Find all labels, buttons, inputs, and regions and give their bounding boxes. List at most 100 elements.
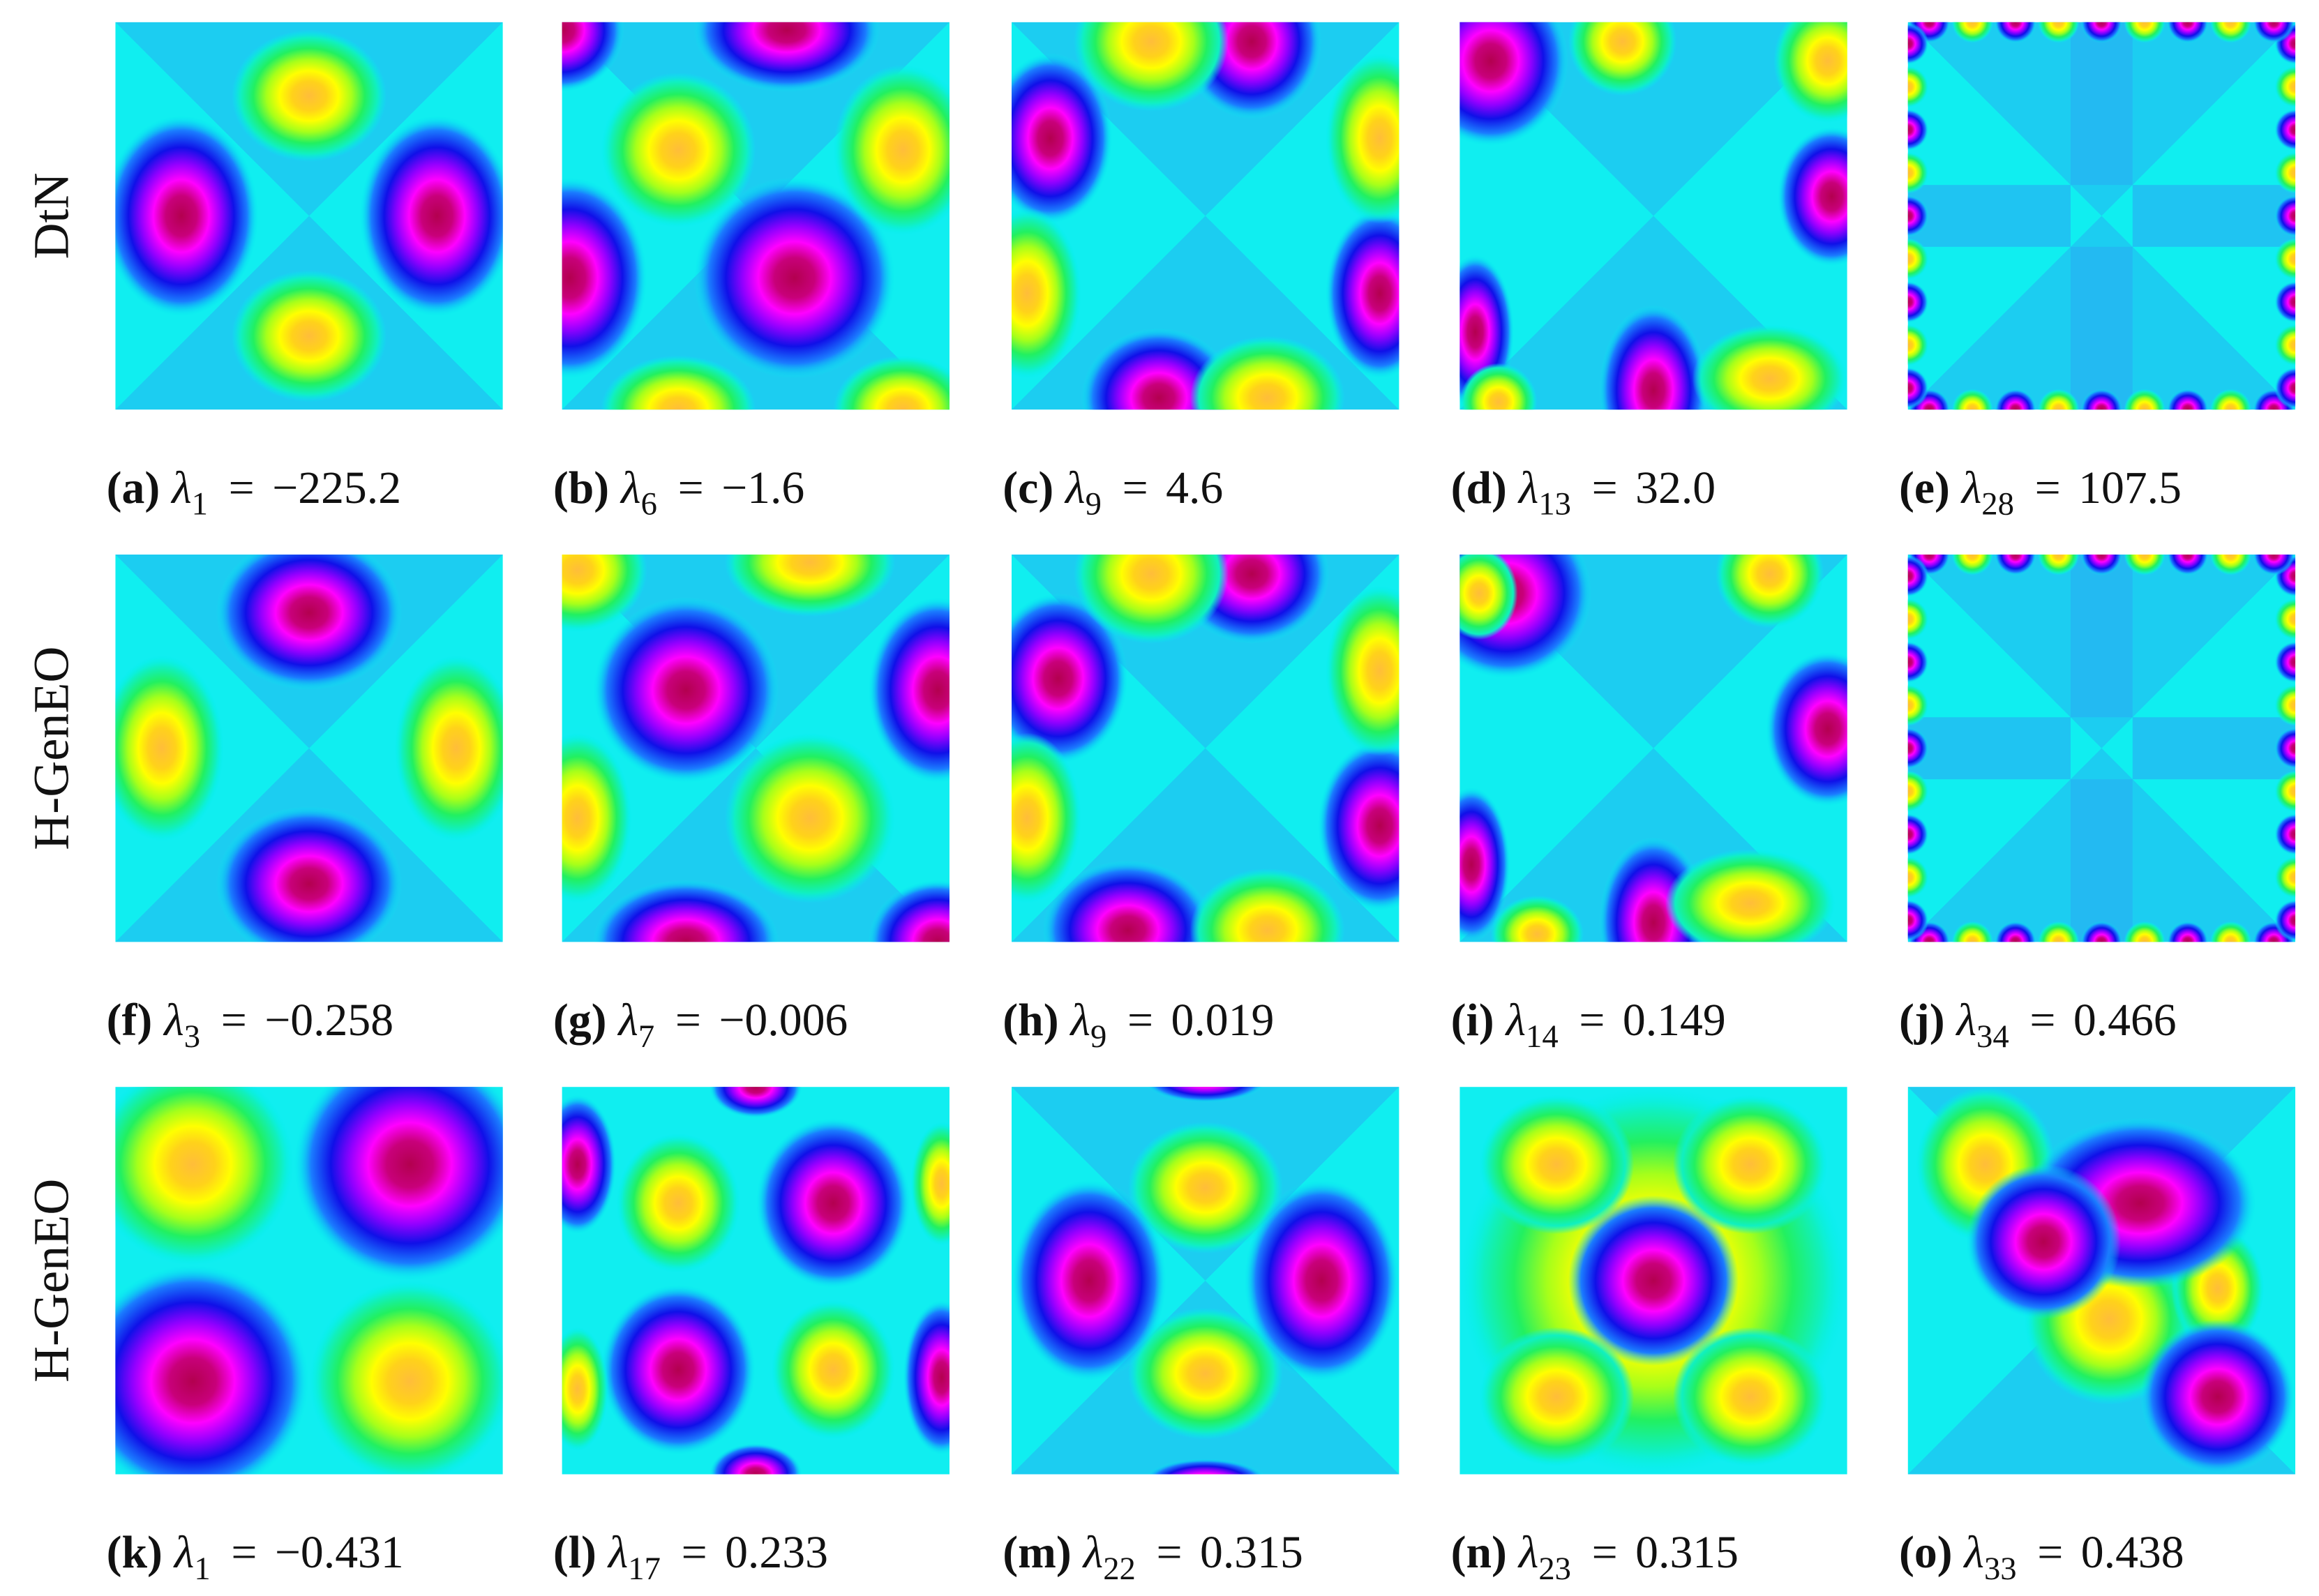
mode-lobe [2274,281,2296,323]
mode-lobe [2209,921,2252,942]
mode-lobe [2274,641,2296,683]
eigenvalue-symbol: λ [607,1527,628,1578]
mode-lobe [601,1284,756,1455]
mode-lobe [1325,585,1399,756]
panel: (h) λ9 = 0.019 [1003,554,1399,1055]
eigenvalue-index: 28 [1981,486,2014,522]
panel-caption: (n) λ23 = 0.315 [1451,1527,1739,1587]
mode-lobe [1073,554,1229,644]
mode-lobe [1907,367,1929,409]
mode-lobe [1012,593,1128,764]
mode-lobe [2274,152,2296,194]
mode-lobe [2167,921,2209,942]
mode-lobe [1672,1094,1828,1235]
mode-lobe [1907,641,1929,683]
eigenvalue: 0.149 [1623,995,1726,1046]
eigenvalue-index: 1 [192,486,208,522]
mode-lobe [1012,732,1081,903]
mode-lobe [1568,22,1677,96]
mode-lobe [231,29,387,162]
mode-lobe [1907,684,1929,726]
relation: = [1157,1527,1183,1578]
cross-band [1907,554,2296,942]
panel-caption: (l) λ17 = 0.233 [553,1527,828,1587]
panel: (a) λ1 = −225.2 [107,22,503,522]
relation: = [2035,462,2061,513]
eigenvalue-index: 6 [641,486,657,522]
mode-lobe [592,597,779,783]
mode-lobe [1459,22,1568,146]
relation: = [1592,462,1618,513]
eigenvalue-index: 17 [628,1551,661,1587]
mode-plot [1459,22,1847,410]
mode-lobe [709,1443,802,1475]
mode-lobe [2124,22,2166,43]
mode-lobe [1459,363,1538,410]
eigenvalue-index: 9 [1086,486,1102,522]
mode-lobe [771,1300,896,1440]
mode-lobe [394,655,503,841]
panel-label: (h) [1003,995,1058,1046]
eigenvalue-symbol: λ [1517,1527,1538,1578]
mode-lobe [833,64,950,236]
mode-lobe [693,22,880,92]
mode-lobe [1777,126,1847,266]
eigenvalue: 0.233 [725,1527,828,1578]
mode-plot [1907,554,2296,942]
eigenvalue-index: 13 [1538,486,1571,522]
eigenvalue-index: 34 [1976,1018,2009,1055]
eigenvalue-symbol: λ [1963,1527,1984,1578]
panel: (k) λ1 = −0.431 [107,1087,503,1587]
mode-lobe [2274,367,2296,409]
mode-lobe [115,655,224,841]
diagonal-region [1907,22,2296,410]
panel: (d) λ13 = 32.0 [1451,22,1847,522]
panel: (c) λ9 = 4.6 [1003,22,1399,522]
panel: (n) λ23 = 0.315 [1451,1087,1847,1587]
mode-lobe [2124,554,2166,575]
eigenvalue-symbol: λ [1956,995,1976,1046]
eigenvalue-symbol: λ [170,462,191,513]
mode-lobe [216,806,403,942]
cross-band [1907,22,2296,410]
row-label: H-GenEO [24,1179,80,1383]
relation: = [678,462,704,513]
mode-lobe [2209,22,2252,43]
panel-caption: (i) λ14 = 0.149 [1451,995,1726,1055]
mode-lobe [1317,740,1399,911]
mode-lobe [1907,899,1929,942]
mode-lobe [1995,921,2036,942]
eigenvalue-symbol: λ [1082,1527,1103,1578]
eigenvalue-symbol: λ [163,995,183,1046]
panel-caption: (b) λ6 = −1.6 [553,462,804,522]
mode-lobe [1042,860,1213,942]
relation: = [2029,995,2055,1046]
mode-lobe [562,177,647,379]
panel-label: (e) [1899,462,1950,513]
eigenvalue-symbol: λ [1960,462,1981,513]
eigenvalue-symbol: λ [173,1527,194,1578]
panel-label: (o) [1899,1527,1953,1578]
eigenvalue-index: 33 [1984,1551,2017,1587]
mode-lobe [1907,857,1929,898]
relation: = [1127,995,1153,1046]
eigenvalue: 0.315 [1200,1527,1303,1578]
relation: = [682,1527,707,1578]
mode-lobe [1672,1327,1828,1467]
mode-lobe [1459,787,1510,942]
mode-lobe [709,1087,802,1118]
mode-lobe [1665,849,1836,942]
eigenvalue-symbol: λ [620,462,640,513]
panel-label: (c) [1003,462,1053,513]
eigenvalue-index: 7 [638,1018,654,1055]
mode-lobe [1459,554,1518,640]
mode-lobe [1907,66,1929,108]
eigenvalue: −0.006 [719,995,848,1046]
mode-lobe [1951,921,1993,942]
mode-lobe [1692,324,1847,410]
eigenvalue-symbol: λ [1064,462,1085,513]
mode-lobe [115,1087,294,1265]
mode-lobe [2274,813,2296,855]
eigenvalue-index: 23 [1538,1551,1571,1587]
